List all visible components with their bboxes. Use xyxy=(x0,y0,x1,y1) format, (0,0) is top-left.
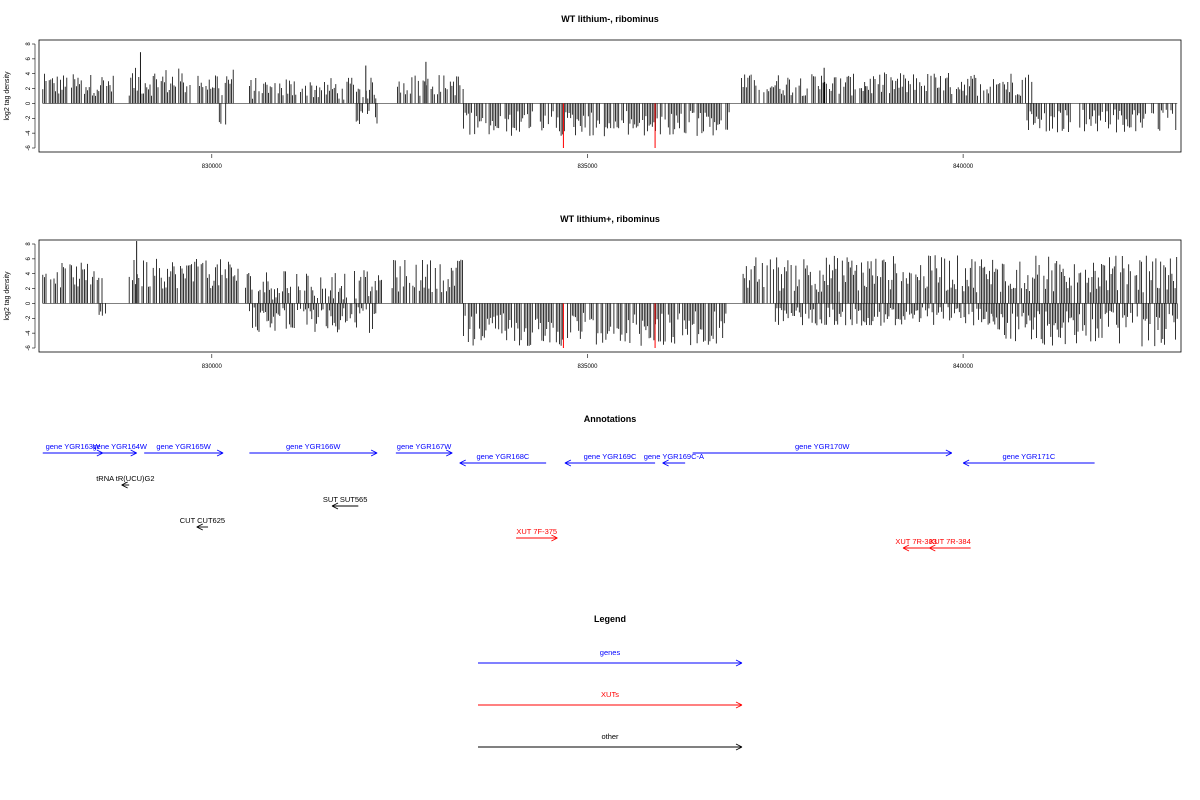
y-axis-label: log2 tag density xyxy=(4,271,11,321)
plot-frame xyxy=(38,39,1182,153)
y-tick-label: -6 xyxy=(26,145,32,151)
feature-label: gene YGR166W xyxy=(286,442,341,451)
legend-arrow-other xyxy=(478,743,743,751)
feature-label: XUT 7R-383 xyxy=(895,537,937,546)
legend-label: other xyxy=(601,732,619,741)
feature-label: SUT SUT565 xyxy=(323,495,367,504)
legend: Legend genes XUTs other xyxy=(478,614,743,751)
legend-title: Legend xyxy=(594,614,626,624)
legend-arrow-gene xyxy=(478,659,743,667)
feature-arrow-other xyxy=(331,502,359,510)
plot-frame xyxy=(38,239,1182,353)
legend-arrow-xut xyxy=(478,701,743,709)
y-tick-label: 6 xyxy=(26,57,32,61)
feature-arrow-xut xyxy=(929,544,971,552)
x-tick-label: 835000 xyxy=(577,164,598,170)
y-tick-label: 8 xyxy=(26,42,32,46)
y-tick-label: 0 xyxy=(26,301,32,305)
x-tick-label: 835000 xyxy=(577,364,598,370)
y-tick-label: -6 xyxy=(26,345,32,351)
y-axis: -6 -4 -2 0 2 4 6 8 xyxy=(26,242,36,351)
y-tick-label: -2 xyxy=(26,115,32,121)
feature-arrow-other xyxy=(121,481,130,489)
bar-group xyxy=(42,241,1178,348)
feature-arrow-gene xyxy=(42,449,104,457)
x-tick-label: 840000 xyxy=(953,364,974,370)
feature-label: gene YGR164W xyxy=(93,442,148,451)
feature-arrow-gene xyxy=(102,449,137,457)
feature-arrow-gene xyxy=(249,449,378,457)
panel-title: WT lithium-, ribominus xyxy=(561,14,659,24)
feature-label: XUT 7F-375 xyxy=(516,527,557,536)
feature-arrow-xut xyxy=(902,544,930,552)
feature-label: gene YGR168C xyxy=(477,452,530,461)
y-tick-label: 4 xyxy=(26,71,32,75)
y-tick-label: 0 xyxy=(26,101,32,105)
y-tick-label: -4 xyxy=(26,130,32,136)
feature-label: gene YGR169C-A xyxy=(644,452,704,461)
feature-arrow-gene xyxy=(144,449,224,457)
feature-label: tRNA tR(UCU)G2 xyxy=(96,474,154,483)
feature-arrow-gene xyxy=(662,459,686,467)
feature-label: gene YGR163W xyxy=(46,442,101,451)
feature-label: gene YGR165W xyxy=(156,442,211,451)
feature-arrow-other xyxy=(196,523,209,531)
x-tick-label: 840000 xyxy=(953,164,974,170)
panel-lithium-plus: WT lithium+, ribominus log2 tag density … xyxy=(4,214,1182,370)
panel-lithium-minus: WT lithium-, ribominus log2 tag density … xyxy=(4,14,1182,170)
feature-arrow-gene xyxy=(564,459,656,467)
annotations-title: Annotations xyxy=(584,414,637,424)
bar-group xyxy=(42,52,1178,148)
y-tick-label: 6 xyxy=(26,257,32,261)
y-tick-label: 4 xyxy=(26,271,32,275)
y-tick-label: 8 xyxy=(26,242,32,246)
feature-arrow-xut xyxy=(516,534,558,542)
feature-label: gene YGR169C xyxy=(584,452,637,461)
legend-items: genes XUTs other xyxy=(478,648,743,751)
y-tick-label: 2 xyxy=(26,286,32,290)
feature-arrow-gene xyxy=(692,449,953,457)
feature-arrow-gene xyxy=(962,459,1095,467)
feature-label: gene YGR167W xyxy=(397,442,452,451)
feature-arrow-gene xyxy=(395,449,453,457)
x-tick-label: 830000 xyxy=(202,364,223,370)
feature-label: gene YGR170W xyxy=(795,442,850,451)
y-tick-label: -2 xyxy=(26,315,32,321)
feature-arrow-gene xyxy=(459,459,547,467)
feature-label: XUT 7R-384 xyxy=(929,537,971,546)
x-axis: 830000 835000 840000 xyxy=(202,354,974,370)
panel-title: WT lithium+, ribominus xyxy=(560,214,660,224)
x-tick-label: 830000 xyxy=(202,164,223,170)
y-tick-label: 2 xyxy=(26,86,32,90)
feature-label: gene YGR171C xyxy=(1002,452,1055,461)
legend-label: genes xyxy=(600,648,621,657)
y-axis-label: log2 tag density xyxy=(4,71,11,121)
feature-label: CUT CUT625 xyxy=(180,516,225,525)
legend-label: XUTs xyxy=(601,690,619,699)
y-tick-label: -4 xyxy=(26,330,32,336)
y-axis: -6 -4 -2 0 2 4 6 8 xyxy=(26,42,36,151)
x-axis: 830000 835000 840000 xyxy=(202,154,974,170)
